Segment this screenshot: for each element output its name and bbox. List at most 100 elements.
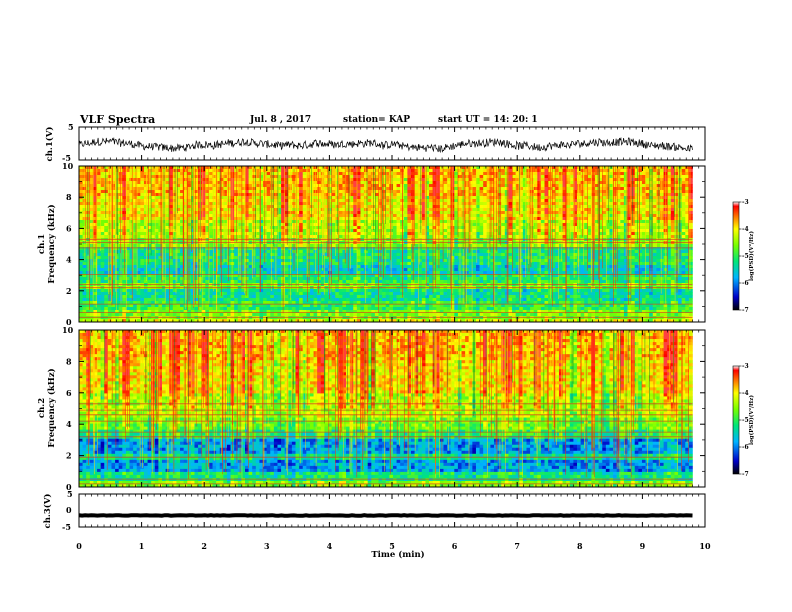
spectrogram-cell [147, 307, 152, 311]
spectrogram-cell [396, 259, 401, 263]
spectrogram-cell [335, 259, 340, 263]
spectrogram-cell [143, 172, 148, 176]
spectrogram-cell [234, 313, 239, 317]
spectrogram-cell [79, 199, 83, 203]
spectrogram-cell [129, 205, 134, 209]
spectrogram-cell [169, 259, 174, 263]
spectrogram-cell [356, 172, 361, 176]
spectrogram-cell [230, 253, 235, 257]
spectrogram-cell [205, 181, 210, 185]
spectrogram-cell [302, 250, 307, 254]
spectrogram-cell [392, 250, 397, 254]
spectrogram-cell [97, 292, 101, 296]
spectrogram-cell [89, 223, 94, 227]
spectrogram-cell [194, 319, 199, 323]
spectrogram-cell [356, 187, 361, 191]
spectrogram-cell [212, 166, 217, 170]
spectrogram-cell [342, 271, 347, 275]
spectrogram-cell [190, 190, 195, 194]
spectrogram-cell [241, 193, 246, 197]
spectrogram-cell [248, 250, 253, 254]
spectrogram-cell [392, 202, 397, 206]
spectrogram-cell [328, 307, 332, 311]
spectrogram-cell [201, 274, 206, 278]
spectrogram-cell [172, 310, 177, 314]
spectrogram-cell [93, 208, 98, 212]
spectrogram-cell [125, 184, 130, 188]
spectrogram-cell [82, 187, 87, 191]
spectrogram-cell [151, 265, 156, 269]
spectrogram-cell [201, 199, 206, 203]
spectrogram-cell [212, 250, 217, 254]
spectrogram-cell [230, 313, 235, 317]
spectrogram-cell [255, 301, 260, 305]
spectrogram-cell [241, 217, 246, 221]
spectrogram-cell [205, 235, 210, 239]
spectrogram-cell [79, 214, 83, 218]
spectrogram-cell [353, 319, 358, 323]
spectrogram-cell [371, 229, 376, 233]
spectrogram-cell [270, 205, 275, 209]
spectrogram-cell [172, 235, 177, 239]
spectrogram-cell [237, 313, 242, 317]
spectrogram-cell [147, 202, 152, 206]
spectrogram-cell [143, 304, 148, 308]
spectrogram-cell [324, 214, 329, 218]
spectrogram-cell [133, 169, 138, 173]
spectrogram-cell [169, 262, 174, 266]
spectrogram-cell [342, 229, 347, 233]
spectrogram-cell [407, 244, 412, 248]
spectrogram-cell [302, 253, 307, 257]
spectrogram-cell [129, 292, 134, 296]
spectrogram-cell [353, 265, 358, 269]
spectrogram-cell [338, 217, 343, 221]
spectrogram-cell [331, 229, 336, 233]
spectrogram-cell [320, 313, 325, 317]
spectrogram-cell [133, 226, 138, 230]
spectrogram-cell [162, 313, 166, 317]
spectrogram-cell [320, 298, 325, 302]
spectrogram-cell [403, 292, 408, 296]
spectrogram-cell [212, 193, 217, 197]
spectrogram-cell [122, 310, 127, 314]
spectrogram-cell [302, 187, 307, 191]
spectrogram-cell [306, 250, 311, 254]
spectrogram-cell [299, 253, 304, 257]
spectrogram-cell [190, 310, 195, 314]
spectrogram-cell [396, 313, 401, 317]
spectrogram-cell [284, 178, 289, 182]
spectrogram-cell [201, 271, 206, 275]
spectrogram-cell [349, 313, 354, 317]
spectrogram-cell [259, 220, 264, 224]
spectrogram-cell [97, 313, 101, 317]
spectrogram-cell [309, 235, 314, 239]
spectrogram-cell [162, 244, 166, 248]
spectrogram-cell [331, 250, 336, 254]
spectrogram-cell [104, 256, 109, 260]
spectrogram-cell [248, 223, 253, 227]
spectrogram-cell [169, 190, 174, 194]
spectrogram-cell [97, 268, 101, 272]
spectrogram-cell [309, 307, 314, 311]
spectrogram-cell [252, 304, 257, 308]
spectrogram-cell [162, 262, 166, 266]
spectrogram-cell [201, 304, 206, 308]
spectrogram-cell [97, 298, 101, 302]
spectrogram-cell [335, 298, 340, 302]
spectrogram-cell [180, 190, 184, 194]
spectrogram-cell [234, 223, 239, 227]
spectrogram-cell [245, 319, 249, 323]
spectrogram-cell [208, 199, 213, 203]
spectrogram-cell [349, 259, 354, 263]
spectrogram-cell [143, 235, 148, 239]
spectrogram-cell [223, 196, 228, 200]
spectrogram-cell [216, 307, 221, 311]
spectrogram-cell [104, 301, 109, 305]
spectrogram-cell [104, 205, 109, 209]
spectrogram-cell [143, 169, 148, 173]
spectrogram-cell [82, 223, 87, 227]
spectrogram-cell [158, 196, 163, 200]
spectrogram-cell [356, 304, 361, 308]
spectrogram-cell [201, 307, 206, 311]
spectrogram-cell [97, 214, 101, 218]
